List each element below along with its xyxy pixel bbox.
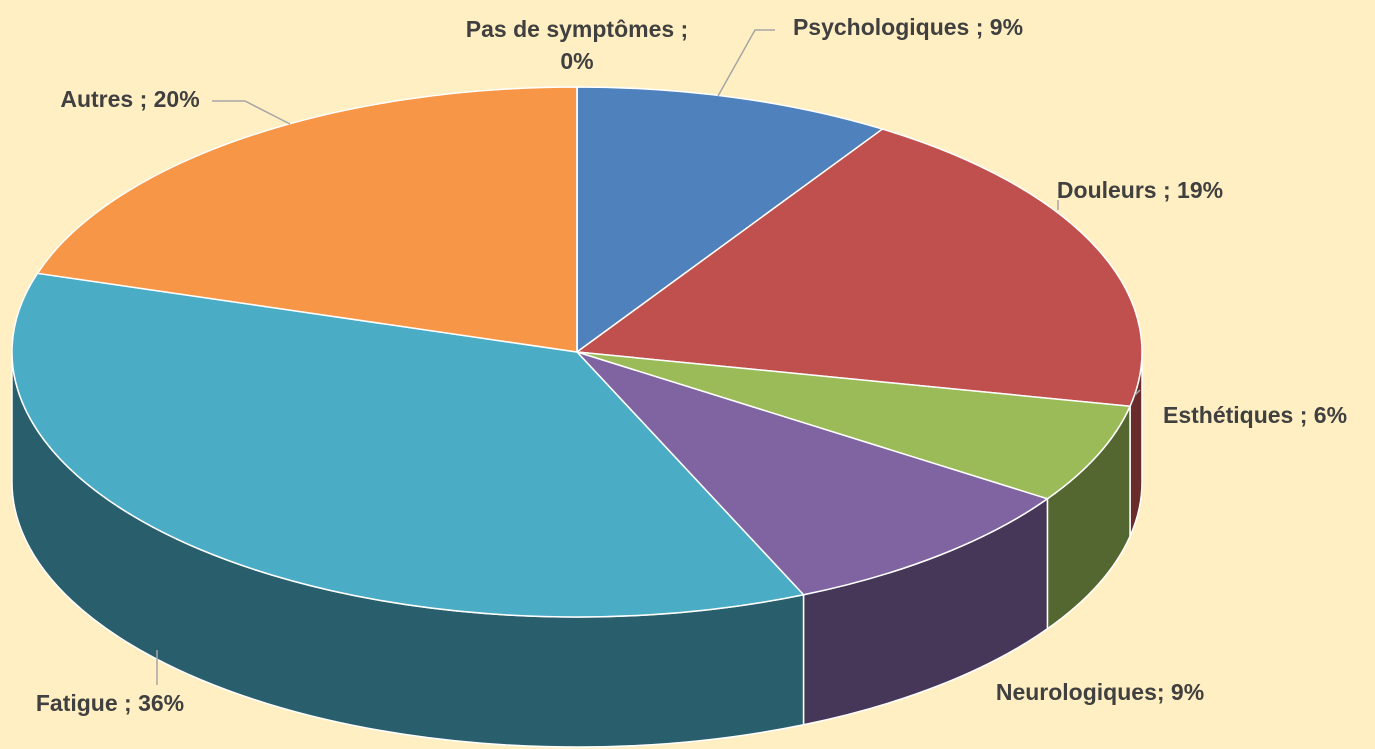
data-label: Pas de symptômes ; 0%	[465, 16, 689, 74]
data-label: Autres ; 20%	[60, 86, 200, 112]
data-label: Esthétiques ; 6%	[1162, 402, 1348, 428]
data-label: Neurologiques; 9%	[995, 679, 1205, 705]
data-label: Fatigue ; 36%	[35, 690, 185, 716]
leader-line	[212, 100, 291, 125]
leader-line	[1134, 389, 1141, 396]
data-label: Psychologiques ; 9%	[792, 14, 1024, 40]
slice	[574, 128, 1143, 408]
slice	[11, 272, 805, 618]
data-label: Douleurs ; 19%	[1056, 177, 1224, 203]
leader-line	[717, 29, 775, 97]
slice	[574, 350, 1050, 596]
slice	[36, 86, 578, 353]
slice	[576, 86, 885, 354]
slice	[576, 351, 1132, 500]
